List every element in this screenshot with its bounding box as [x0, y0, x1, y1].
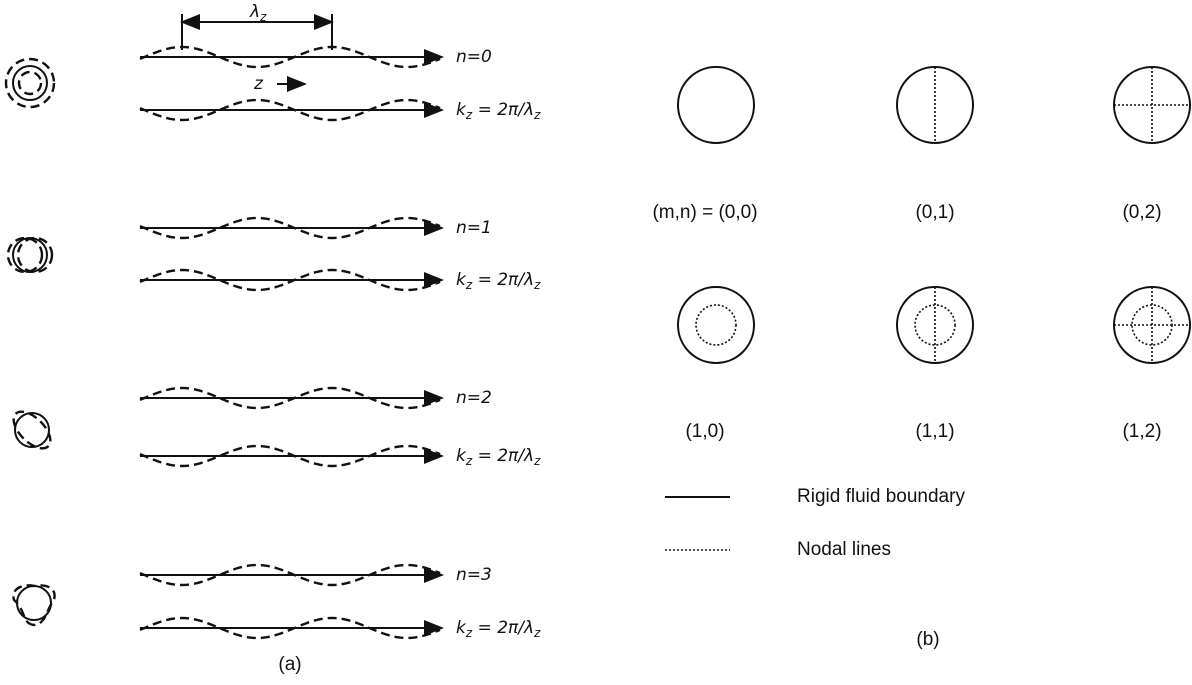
mode-label: n=0	[456, 47, 492, 67]
caption: (a)	[278, 654, 301, 675]
mode-label: n=2	[456, 388, 492, 408]
subscript: z	[533, 454, 541, 468]
acoustic-mode: (m,n) = (0,0)	[652, 67, 757, 223]
boundary	[678, 67, 754, 143]
nodal-circle	[696, 305, 736, 345]
relation: = 2π/λ	[472, 446, 534, 466]
subscript: z	[533, 626, 541, 640]
acoustic-mode: (1,2)	[1114, 287, 1190, 442]
wavelength-bracket: λz	[182, 2, 332, 50]
mode-label: (0,2)	[1122, 202, 1161, 223]
acoustic-mode: (1,0)	[678, 287, 754, 442]
legend-label: Rigid fluid boundary	[797, 486, 965, 507]
mode-label: n=3	[456, 565, 492, 585]
acoustic-mode: (1,1)	[897, 287, 973, 442]
relation: = 2π/λ	[472, 618, 534, 638]
icon-deformed	[19, 72, 41, 94]
mode-label: (0,1)	[915, 202, 954, 223]
wavenumber-label: kz = 2π/λz	[456, 270, 541, 292]
relation: = 2π/λ	[472, 100, 534, 120]
legend: Rigid fluid boundary Nodal lines	[665, 486, 965, 560]
mode-label: n=1	[456, 218, 492, 238]
wavenumber-label: kz = 2π/λz	[456, 446, 541, 468]
subscript: z	[533, 278, 541, 292]
symbol: λ	[249, 2, 260, 22]
wavenumber-label: kz = 2π/λz	[456, 100, 541, 122]
mode-label: (1,0)	[685, 421, 724, 442]
axis-label: z	[253, 74, 264, 94]
icon-wall	[15, 413, 49, 447]
wavelength-label: λz	[249, 2, 267, 24]
legend-label: Nodal lines	[797, 539, 891, 560]
mode-label: (m,n) = (0,0)	[652, 202, 757, 223]
figure: λz z (a) Rigid fluid boundary Nodal line…	[0, 0, 1192, 685]
caption: (b)	[916, 629, 939, 650]
subscript: z	[259, 10, 267, 24]
mode-row: n=2 kz = 2π/λz	[140, 388, 541, 468]
mode-row: n=1 kz = 2π/λz	[140, 218, 541, 292]
cross-section-icons	[6, 59, 57, 625]
mode-row: n=3 kz = 2π/λz	[140, 565, 541, 640]
acoustic-mode: (0,1)	[897, 67, 973, 223]
acoustic-mode: (0,2)	[1114, 67, 1190, 223]
mode-row: n=0 kz = 2π/λz	[140, 47, 541, 122]
boundary	[678, 287, 754, 363]
icon-wall	[17, 586, 51, 620]
mode-label: (1,1)	[915, 421, 954, 442]
wavenumber-label: kz = 2π/λz	[456, 618, 541, 640]
mode-label: (1,2)	[1122, 421, 1161, 442]
relation: = 2π/λ	[472, 270, 534, 290]
subscript: z	[533, 108, 541, 122]
